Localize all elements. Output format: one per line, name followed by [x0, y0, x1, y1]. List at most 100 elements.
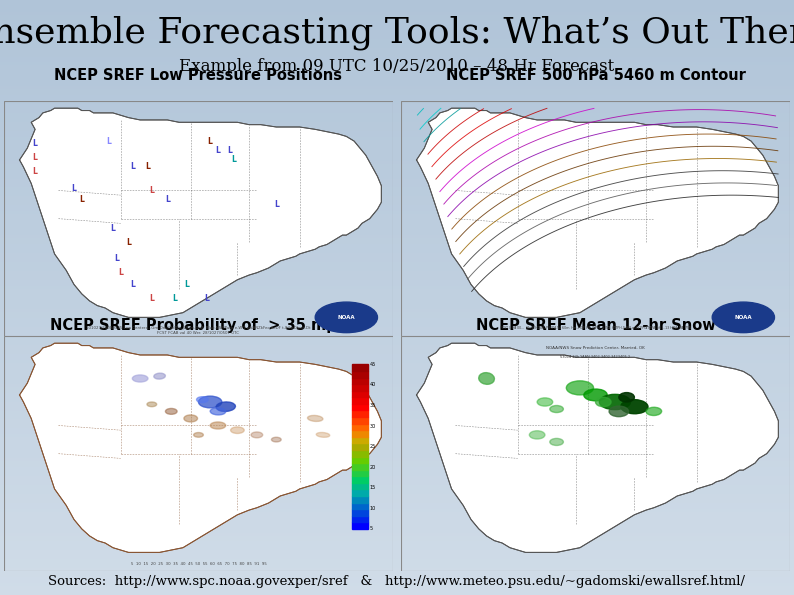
Text: NOAA: NOAA	[337, 315, 355, 320]
Bar	[353, 509, 368, 516]
Bar	[0, 378, 794, 381]
Bar	[0, 381, 794, 384]
Text: 10: 10	[370, 506, 376, 511]
Ellipse shape	[307, 415, 323, 421]
Bar	[0, 515, 794, 518]
Ellipse shape	[584, 389, 607, 401]
Bar	[0, 259, 794, 262]
Bar	[0, 390, 794, 393]
Bar	[353, 463, 368, 469]
Bar	[0, 39, 794, 42]
Bar	[0, 464, 794, 467]
Bar	[0, 440, 794, 443]
Bar	[0, 68, 794, 71]
Text: 101027/2100/f345 Low Centers...Grn-Dm-ClnDln-JLIGm-Dn8’ Blue-NSMPurp e-WᴵT wNANZ: 101027/2100/f345 Low Centers...Grn-Dm-Cl…	[87, 326, 310, 330]
Bar	[0, 131, 794, 134]
Bar	[0, 184, 794, 187]
Bar	[0, 220, 794, 223]
Text: NOAA/NWS Snow Prediction Center, Married, OK: NOAA/NWS Snow Prediction Center, Married…	[546, 346, 645, 350]
Text: L: L	[118, 268, 123, 277]
Bar	[0, 446, 794, 449]
Bar	[0, 336, 794, 339]
Bar	[0, 449, 794, 452]
Polygon shape	[417, 108, 778, 317]
Bar	[0, 89, 794, 92]
Bar	[0, 92, 794, 95]
Bar	[0, 21, 794, 24]
Bar	[0, 434, 794, 437]
Bar	[0, 42, 794, 45]
Text: NCEP SREF Low Pressure Positions: NCEP SREF Low Pressure Positions	[55, 68, 342, 83]
Ellipse shape	[184, 415, 198, 422]
Ellipse shape	[621, 400, 648, 414]
Ellipse shape	[596, 397, 611, 407]
Bar	[353, 469, 368, 476]
Bar	[0, 173, 794, 176]
Ellipse shape	[197, 397, 208, 403]
Bar	[0, 116, 794, 119]
Bar	[0, 274, 794, 277]
Text: L: L	[71, 184, 76, 193]
Text: Example from 09 UTC 10/25/2010 – 48 Hr Forecast: Example from 09 UTC 10/25/2010 – 48 Hr F…	[179, 58, 615, 75]
Text: L: L	[114, 254, 119, 263]
Bar	[0, 518, 794, 521]
Bar	[0, 137, 794, 140]
Bar	[0, 369, 794, 372]
Bar	[0, 387, 794, 390]
Bar	[0, 122, 794, 125]
Bar	[0, 414, 794, 416]
Bar	[0, 550, 794, 553]
Ellipse shape	[165, 408, 177, 414]
Text: L: L	[106, 137, 111, 146]
Bar	[0, 494, 794, 497]
Bar	[0, 24, 794, 27]
Bar	[0, 330, 794, 333]
Bar	[0, 205, 794, 208]
Text: L: L	[149, 186, 154, 195]
Ellipse shape	[549, 406, 564, 412]
Bar	[0, 51, 794, 54]
Text: L: L	[79, 195, 84, 204]
Bar	[0, 271, 794, 274]
Text: NCEP SREF 500 hPa 5460 m Contour: NCEP SREF 500 hPa 5460 m Contour	[445, 68, 746, 83]
Bar	[0, 458, 794, 461]
Bar	[0, 110, 794, 113]
Bar	[0, 422, 794, 425]
Bar	[0, 161, 794, 164]
Bar	[0, 292, 794, 295]
Bar	[0, 524, 794, 527]
Bar	[0, 324, 794, 327]
Ellipse shape	[216, 402, 235, 411]
Bar	[0, 181, 794, 184]
Bar	[0, 467, 794, 470]
Bar	[0, 536, 794, 538]
Bar	[353, 411, 368, 417]
Ellipse shape	[646, 407, 661, 415]
Bar	[0, 158, 794, 161]
Bar	[0, 283, 794, 286]
Bar	[0, 256, 794, 259]
Bar	[0, 95, 794, 98]
Bar	[0, 491, 794, 494]
Text: FCST l-H$\mathbf{3}$00... GlnP-H$\mathbf{3}$00-P HPA 5460m Hm-H$\mathbf{3}$F HF : FCST l-H$\mathbf{3}$00... GlnP-H$\mathbf…	[499, 324, 692, 331]
Bar	[0, 57, 794, 60]
Ellipse shape	[479, 372, 495, 384]
Bar	[0, 503, 794, 506]
Bar	[0, 104, 794, 107]
Bar	[0, 315, 794, 318]
Bar	[0, 506, 794, 509]
Bar	[0, 488, 794, 491]
Bar	[0, 295, 794, 298]
Bar	[0, 333, 794, 336]
Bar	[353, 371, 368, 378]
Bar	[0, 247, 794, 250]
Bar	[0, 167, 794, 170]
Bar	[353, 490, 368, 496]
Bar	[0, 559, 794, 562]
Bar	[0, 384, 794, 387]
Bar	[0, 211, 794, 214]
Ellipse shape	[316, 433, 330, 437]
Bar	[353, 503, 368, 509]
Bar	[0, 354, 794, 357]
Bar	[0, 530, 794, 533]
